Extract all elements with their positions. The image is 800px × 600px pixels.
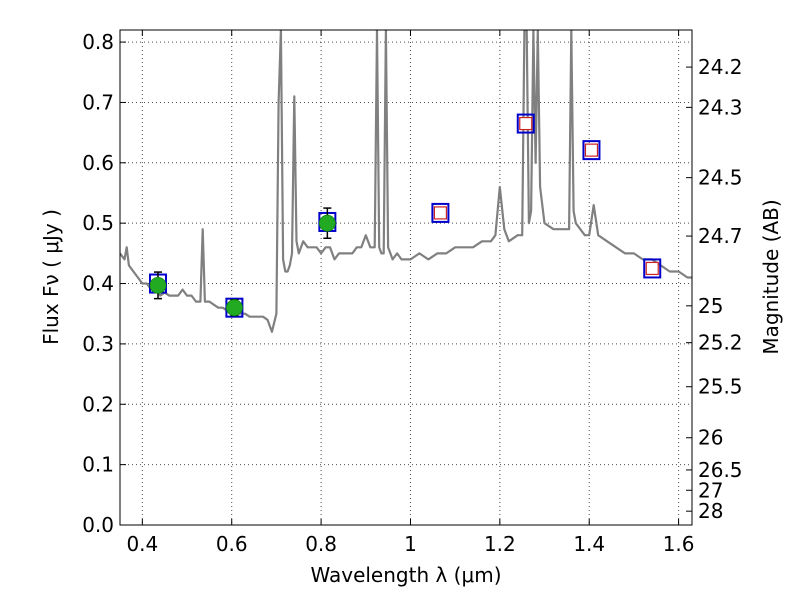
upper-limit-marker [584,143,599,157]
x-tick-label: 1 [404,532,417,556]
model-photometry-box [582,140,601,161]
y-axis-label: Flux Fν ( μJy ) [39,209,63,345]
x-tick-label: 0.6 [216,532,248,556]
x-axis-label: Wavelength λ (μm) [310,563,501,587]
spectrum-line [120,30,692,333]
upper-limit-marker [433,206,448,220]
y-tick-label: 0.5 [82,211,114,235]
mag-tick-label: 24.5 [698,166,743,190]
y-tick-label: 0.8 [82,30,114,54]
y-tick-label: 0.2 [82,392,114,416]
observed-data-point [149,276,167,294]
y-tick-label: 0.1 [82,453,114,477]
x-tick-label: 1.4 [573,532,605,556]
x-axis-ticks: 0.4 0.6 0.8 1 1.2 1.4 1.6 [126,30,695,556]
observed-data-point [225,299,243,317]
y-axis-ticks: 0.0 0.1 0.2 0.3 0.4 0.5 0.6 0.7 0.8 [82,30,126,537]
upper-limit-marker [519,116,533,131]
model-photometry-box [516,113,535,134]
x-tick-label: 0.4 [126,532,158,556]
y-tick-label: 0.7 [82,90,114,114]
mag-tick-label: 28 [698,499,723,523]
mag-tick-label: 25.2 [698,331,743,355]
mag-tick-label: 26.5 [698,458,743,482]
magnitude-axis-label: Magnitude (AB) [759,199,783,354]
mag-tick-label: 25 [698,294,723,318]
y-tick-label: 0.6 [82,151,114,175]
mag-tick-label: 24.2 [698,55,743,79]
y-tick-label: 0.4 [82,272,114,296]
mag-tick-label: 24.7 [698,224,743,248]
observed-data-point [318,214,336,232]
model-photometry-box [643,258,662,279]
plot-frame [119,29,693,526]
model-photometry-box [431,202,450,223]
x-tick-label: 0.8 [305,532,337,556]
x-tick-label: 1.2 [484,532,516,556]
mag-tick-label: 26 [698,426,723,450]
marker-layer [148,113,662,318]
x-tick-label: 1.6 [663,532,695,556]
mag-tick-label: 24.3 [698,95,743,119]
y-tick-label: 0.0 [82,513,114,537]
y-tick-label: 0.3 [82,332,114,356]
upper-limit-marker [645,261,659,276]
mag-tick-label: 27 [698,478,723,502]
mag-tick-label: 25.5 [698,375,743,399]
spectrum-layer [120,30,692,333]
grid-lines [120,30,692,526]
